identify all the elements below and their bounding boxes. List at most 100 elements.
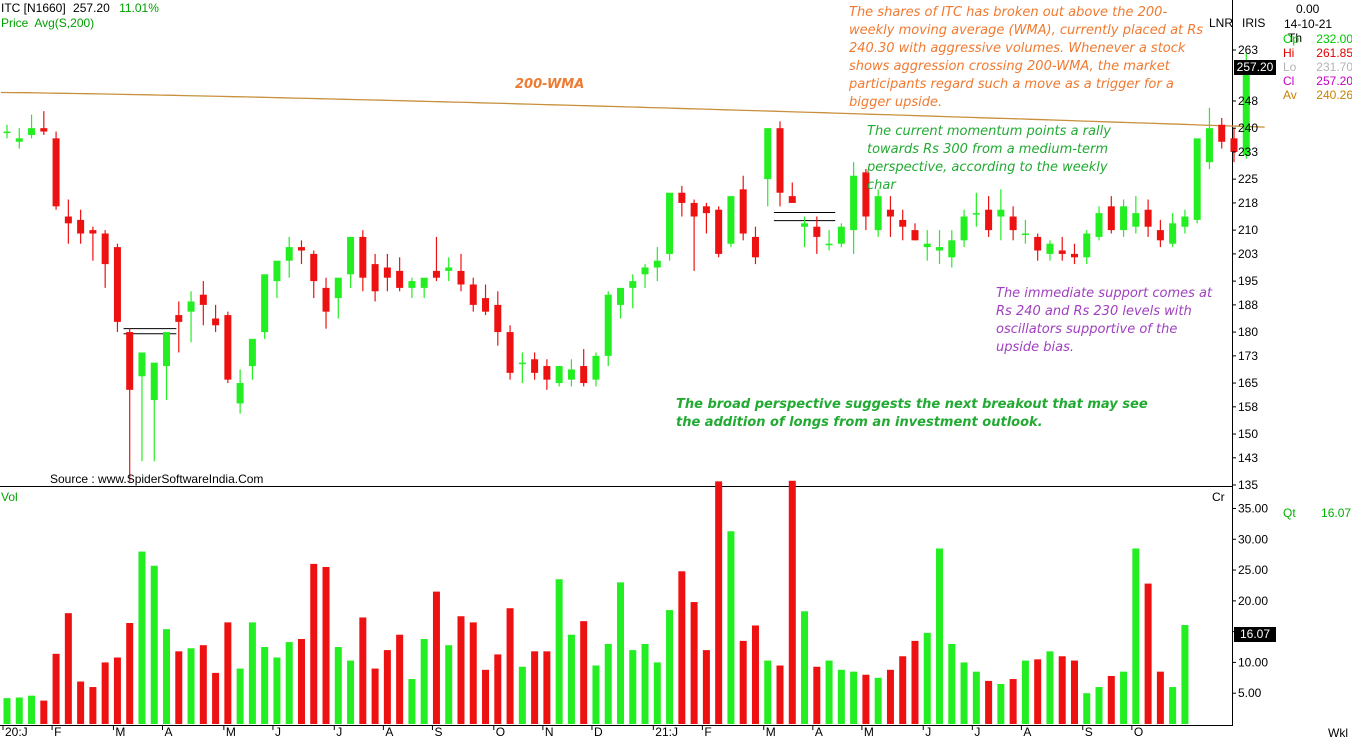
volume-bar: [334, 647, 342, 724]
candle-body: [604, 294, 612, 356]
candle-body: [580, 366, 588, 384]
candle-body: [543, 366, 551, 380]
volume-label: Vol: [1, 490, 18, 504]
volume-bar: [199, 645, 207, 724]
volume-bar: [899, 656, 907, 724]
volume-bar: [359, 617, 367, 724]
candle-body: [886, 209, 894, 217]
candle-body: [1205, 128, 1213, 163]
qt-label: Qt: [1283, 506, 1296, 520]
candle-body: [359, 236, 367, 278]
candle-body: [739, 189, 747, 234]
top-value: 0.00: [1296, 2, 1320, 16]
candle-body: [801, 223, 809, 227]
date-tick-label: 21:J: [655, 725, 678, 739]
volume-bar: [248, 622, 256, 724]
candle-body: [383, 267, 391, 278]
candle-body: [1034, 236, 1042, 251]
volume-bar: [678, 571, 686, 724]
ohlc-value: 240.26: [1316, 88, 1352, 102]
volume-bar: [936, 548, 944, 724]
volume-bar: [40, 700, 48, 724]
price-tick-label: 173: [1238, 349, 1258, 363]
ohlc-readout: Op 232.00 Hi 261.85 Lo 231.70 Cl 257.20 Av 240.26: [1283, 32, 1352, 102]
candle-body: [248, 338, 256, 367]
price-tick-label: 240: [1238, 121, 1258, 135]
price-tick-label: 225: [1238, 172, 1258, 186]
volume-bar: [948, 643, 956, 724]
volume-bar: [592, 665, 600, 724]
volume-bar: [1034, 659, 1042, 724]
date-tick-label: J: [925, 725, 931, 739]
volume-bar: [138, 551, 146, 724]
candle-body: [531, 359, 539, 373]
price-tick-label: 248: [1238, 94, 1258, 108]
volume-bar: [531, 651, 539, 724]
ohlc-row-op: Op 232.00: [1283, 32, 1352, 46]
candle-body: [469, 284, 477, 305]
volume-bar: [567, 634, 575, 724]
candle-body: [89, 230, 97, 234]
candle-body: [960, 216, 968, 241]
date-tick-label: M: [864, 725, 874, 739]
volume-bar: [518, 666, 526, 724]
candle-body: [702, 206, 710, 214]
date-tick-label: A: [1023, 725, 1031, 739]
volume-box: 16.07: [1234, 627, 1276, 642]
price-tick-label: 218: [1238, 196, 1258, 210]
volume-bar: [347, 660, 355, 724]
candle-body: [347, 236, 355, 275]
price-tick-label: 233: [1238, 145, 1258, 159]
date-tick-label: O: [496, 725, 505, 739]
volume-bar: [715, 481, 723, 724]
volume-bar: [1009, 679, 1017, 724]
volume-bar: [494, 654, 502, 724]
ohlc-label: Hi: [1283, 46, 1295, 60]
volume-bar: [408, 679, 416, 724]
volume-bar: [653, 662, 661, 724]
volume-bar: [150, 565, 158, 724]
candle-body: [506, 332, 514, 373]
candle-body: [825, 243, 833, 246]
candle-body: [948, 240, 956, 258]
volume-bar: [702, 650, 710, 724]
volume-bar: [788, 480, 796, 724]
candle-body: [1193, 138, 1201, 220]
annotation-support: The immediate support comes at Rs 240 an…: [996, 286, 1213, 355]
date-tick-label: M: [226, 725, 236, 739]
qt-readout: Qt 16.07: [1283, 506, 1351, 520]
candle-body: [494, 304, 502, 333]
candle-body: [1046, 243, 1054, 254]
last-price: 257.20: [73, 1, 110, 15]
volume-bar: [764, 660, 772, 724]
volume-bar: [825, 660, 833, 724]
volume-bar: [776, 665, 784, 724]
date-tick-label: 20:J: [5, 725, 28, 739]
vol-tick-label: 20.00: [1238, 594, 1268, 608]
candle-body: [972, 213, 980, 215]
candle-body: [1181, 216, 1189, 227]
price-tick-label: 188: [1238, 298, 1258, 312]
tag-iris[interactable]: IRIS: [1242, 16, 1266, 30]
qt-value: 16.07: [1321, 506, 1352, 520]
volume-bar: [801, 611, 809, 724]
volume-bar: [1107, 675, 1115, 724]
volume-bar: [89, 687, 97, 724]
candle-body: [334, 277, 342, 299]
volume-bar: [506, 608, 514, 724]
candle-body: [310, 253, 318, 282]
candle-body: [371, 264, 379, 292]
volume-bar: [1095, 687, 1103, 724]
candle-body: [690, 202, 698, 217]
tag-lnr[interactable]: LNR: [1209, 16, 1234, 30]
volume-bar: [64, 613, 72, 724]
volume-bar: [273, 657, 281, 724]
candle-body: [163, 332, 171, 367]
candle-body: [322, 287, 330, 312]
candle-body: [1169, 223, 1177, 244]
volume-bar: [1120, 671, 1128, 724]
volume-bar: [543, 651, 551, 724]
candle-body: [64, 216, 72, 224]
volume-bar: [285, 642, 293, 724]
